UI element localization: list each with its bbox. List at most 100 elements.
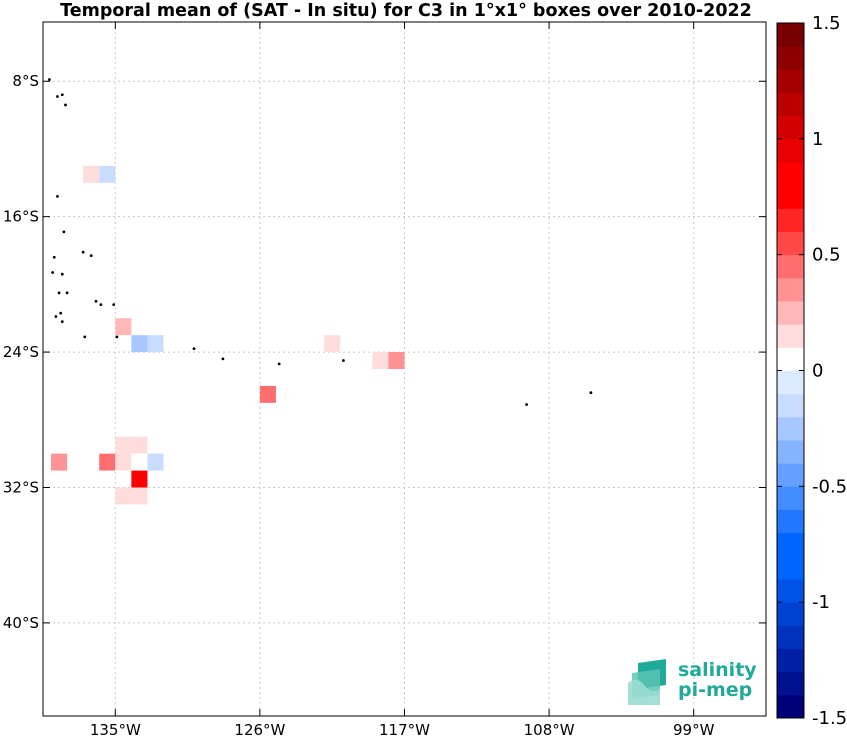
colorbar-swatch [777,23,804,47]
colorbar-swatch [777,46,804,70]
x-tick-label: 99°W [673,721,715,739]
heatmap-cell [147,335,164,353]
logo-mark-icon [628,659,666,705]
heatmap-cells [51,165,405,505]
colorbar-tick-label: -1 [812,592,830,613]
colorbar-swatch [777,393,804,418]
colorbar-swatch [777,301,804,325]
island-mark [277,362,281,366]
heatmap-cell [115,318,132,336]
colorbar-tick-label: 1 [812,129,823,150]
island-mark [52,255,56,259]
colorbar-tick-label: -1.5 [812,708,847,729]
y-tick-label: 24°S [3,343,39,361]
y-tick-label: 40°S [3,614,39,632]
colorbar-swatch [777,162,804,186]
heatmap-cell [115,436,132,454]
logo-word-salinity: salinity [678,659,757,681]
island-mark [51,271,55,274]
chart-title: Temporal mean of (SAT - In situ) for C3 … [60,1,752,21]
y-tick-label: 8°S [12,72,39,90]
island-mark [112,303,116,307]
island-mark [83,335,87,339]
heatmap-cell [131,487,148,505]
island-mark [589,391,593,395]
island-mark [221,357,225,361]
colorbar-swatch [777,463,804,487]
x-tick-label: 108°W [524,721,575,739]
y-ticks: 8°S 16°S 24°S 32°S 40°S [3,72,766,632]
colorbar-tick-label: 0.5 [812,245,841,266]
heatmap-cell [131,453,148,471]
colorbar-swatch [777,602,804,626]
colorbar-swatch [777,555,804,580]
colorbar-swatch [777,694,804,719]
heatmap-cell [388,352,405,369]
island-mark [81,250,85,254]
island-mark [56,194,59,198]
island-mark [62,230,66,234]
heatmap-cell [99,165,116,183]
colorbar-swatch [777,532,804,557]
island-mark [89,254,93,257]
x-tick-label: 126°W [234,721,285,739]
heatmap-cell [115,453,132,471]
y-tick-label: 16°S [3,208,39,226]
colorbar-swatch [777,486,804,510]
heatmap-cell [131,470,148,488]
y-tick-label: 32°S [3,478,39,496]
colorbar-tick-label: 0 [812,361,823,382]
logo-word-pimep: pi-mep [678,679,753,701]
island-mark [60,320,64,324]
island-mark [57,291,61,295]
colorbar-swatch [777,416,804,441]
colorbar-swatch [777,440,804,464]
colorbar-swatch [777,277,804,302]
colorbar-swatch [777,115,804,140]
colorbar-swatch [777,671,804,696]
colorbar-swatch [777,231,804,256]
colorbar-swatch [777,579,804,603]
colorbar-swatch [777,185,804,209]
island-mark [59,311,63,315]
colorbar-tick-label: 1.5 [812,13,841,34]
colorbar-swatch [777,254,804,279]
heatmap-cell [115,487,132,505]
island-mark [64,103,67,107]
heatmap-cell [99,453,116,471]
island-mark [94,299,98,303]
island-mark [65,291,69,295]
island-mark [56,95,59,98]
island-mark [192,347,196,351]
island-mark [99,303,103,307]
island-mark [115,335,119,339]
heatmap-cell [131,335,148,353]
island-mark [60,272,64,276]
colorbar-swatch [777,92,804,117]
colorbar-swatch [777,347,804,371]
heatmap-cell [131,436,148,454]
heatmap-cell [259,385,276,403]
island-mark [342,359,345,362]
colorbar-ticks: 1.5 1 0.5 0 -0.5 -1 -1.5 [777,13,847,729]
heatmap-cell [147,453,164,471]
heatmap-cell [372,352,389,369]
colorbar-swatch [777,648,804,673]
colorbar-swatches [777,23,804,719]
x-tick-label: 117°W [379,721,430,739]
x-ticks: 135°W 126°W 117°W 108°W 99°W [90,22,715,739]
island-mark [60,93,64,97]
heatmap-cell [83,165,100,183]
colorbar-swatch [777,370,804,395]
island-mark [54,315,58,318]
salinity-pimep-logo: salinity pi-mep [626,655,757,709]
colorbar-swatch [777,138,804,163]
x-tick-label: 135°W [90,721,141,739]
heatmap-cell [324,335,341,353]
colorbar-swatch [777,208,804,232]
colorbar-swatch [777,324,804,348]
colorbar-tick-label: -0.5 [812,476,847,497]
heatmap-cell [51,453,68,471]
